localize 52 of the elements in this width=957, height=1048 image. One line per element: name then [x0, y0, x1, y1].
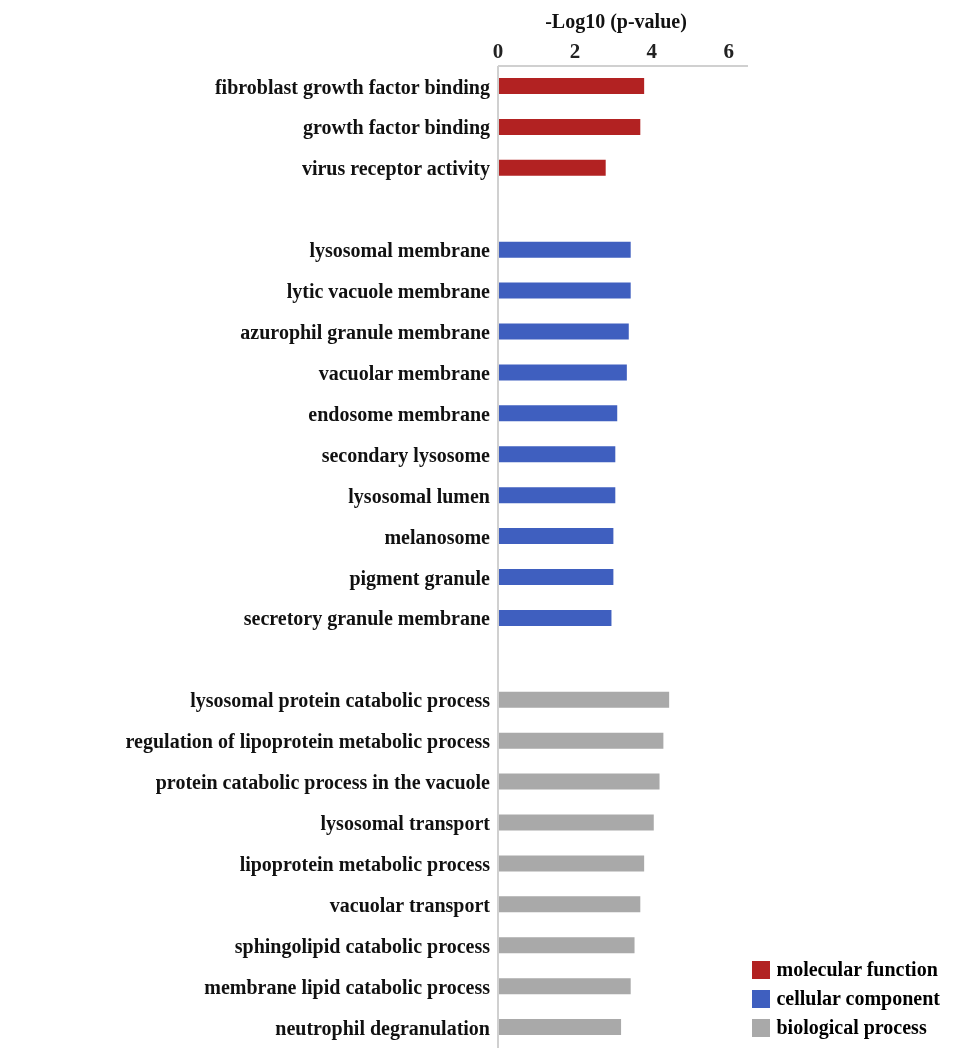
legend-label: biological process — [776, 1016, 927, 1039]
y-tick-label: endosome membrane — [308, 402, 491, 425]
bar — [498, 732, 664, 749]
bar — [498, 282, 631, 299]
y-tick-label: vacuolar transport — [329, 893, 491, 917]
bar — [498, 241, 631, 258]
y-tick-label: melanosome — [384, 525, 491, 548]
bar — [498, 323, 629, 340]
bar — [498, 446, 616, 463]
legend-label: cellular component — [776, 987, 940, 1010]
bar — [498, 528, 614, 545]
bar — [498, 1019, 622, 1036]
y-tick-label: growth factor binding — [302, 116, 490, 140]
bar — [498, 487, 616, 504]
x-tick-label: 2 — [569, 39, 581, 63]
bar — [498, 978, 631, 995]
bar — [498, 364, 627, 381]
y-tick-label: pigment granule — [349, 566, 491, 590]
x-tick-label: 4 — [646, 39, 658, 63]
y-tick-label: lysosomal lumen — [348, 484, 490, 508]
y-tick-label: azurophil granule membrane — [240, 321, 491, 345]
y-tick-label: secretory granule membrane — [243, 607, 491, 631]
bar — [498, 773, 660, 790]
bar — [498, 855, 645, 872]
bar — [498, 814, 654, 831]
bar — [498, 118, 641, 135]
bar — [498, 609, 612, 626]
y-tick-label: sphingolipid catabolic process — [234, 934, 491, 958]
y-tick-label: lysosomal membrane — [309, 239, 491, 263]
y-tick-label: lysosomal transport — [320, 812, 491, 836]
bar — [498, 691, 670, 708]
bar — [498, 159, 606, 176]
y-tick-label: vacuolar membrane — [318, 361, 491, 384]
x-tick-label: 6 — [723, 39, 735, 63]
bar — [498, 896, 641, 913]
x-tick-label: 0 — [492, 39, 504, 63]
x-axis-title: -Log10 (p-value) — [544, 10, 688, 33]
y-tick-label: protein catabolic process in the vacuole — [155, 771, 491, 795]
legend-label: molecular function — [776, 958, 938, 981]
y-tick-label: lysosomal protein catabolic process — [190, 689, 491, 713]
bar — [498, 937, 635, 954]
y-tick-label: lytic vacuole membrane — [286, 280, 491, 304]
bar — [498, 405, 618, 422]
y-tick-label: membrane lipid catabolic process — [204, 975, 491, 999]
y-tick-label: neutrophil degranulation — [275, 1016, 490, 1040]
y-tick-label: lipoprotein metabolic process — [239, 852, 491, 876]
y-tick-label: virus receptor activity — [301, 157, 490, 181]
y-tick-label: regulation of lipoprotein metabolic process — [125, 730, 491, 754]
bar — [498, 78, 645, 94]
y-tick-label: fibroblast growth factor binding — [214, 75, 490, 99]
bar — [498, 569, 614, 585]
y-tick-label: secondary lysosome — [321, 443, 491, 467]
